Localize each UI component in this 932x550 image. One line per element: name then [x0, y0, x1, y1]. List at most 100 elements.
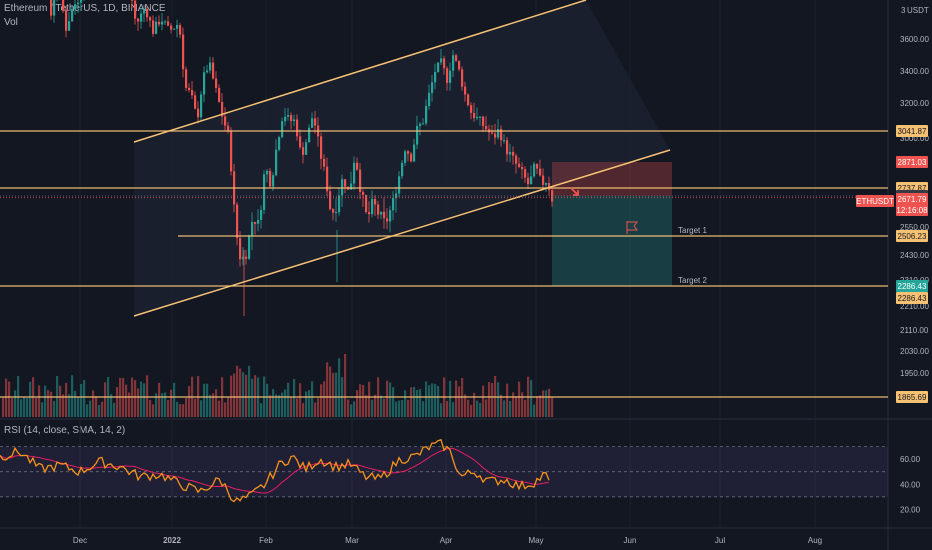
volume-bar: [428, 385, 431, 417]
candle-body: [206, 70, 209, 73]
volume-bar: [386, 380, 389, 417]
candle-body: [362, 192, 365, 195]
volume-bar: [452, 402, 455, 417]
rsi-legend[interactable]: RSI (14, close, SMA, 14, 2): [4, 425, 126, 436]
volume-bar: [455, 380, 458, 417]
candle-body: [479, 116, 482, 118]
volume-bar: [383, 398, 386, 417]
candle-body: [77, 2, 80, 5]
currency-button: USDT: [907, 6, 929, 15]
channel-background: [134, 0, 670, 316]
volume-bar: [236, 365, 239, 417]
flag-icon: [626, 221, 638, 234]
volume-bar: [368, 381, 371, 417]
price-tick-label: 3600.00: [900, 35, 929, 44]
volume-bars: [2, 353, 554, 417]
price-tag-bg: [896, 230, 928, 242]
volume-bar: [95, 396, 98, 417]
volume-bar: [116, 386, 119, 417]
candle-body: [314, 118, 317, 126]
volume-bar: [302, 402, 305, 417]
volume-bar: [425, 381, 428, 417]
volume-bar: [449, 380, 452, 417]
volume-bar: [179, 404, 182, 417]
volume-bar: [266, 383, 269, 417]
volume-bar: [515, 396, 518, 417]
candle-body: [287, 115, 290, 117]
volume-bar: [362, 385, 365, 417]
candle-body: [191, 90, 194, 96]
candle-body: [473, 112, 476, 119]
price-tag: 2671.79: [898, 195, 927, 204]
candle-body: [182, 34, 185, 70]
volume-bar: [467, 399, 470, 417]
volume-bar: [521, 392, 524, 417]
candle-body: [284, 116, 287, 122]
candle-body: [254, 221, 257, 224]
volume-bar: [332, 372, 335, 417]
candle-body: [482, 116, 485, 126]
volume-bar: [203, 383, 206, 417]
volume-bar: [125, 384, 128, 417]
volume-bar: [146, 375, 149, 417]
volume-bar: [389, 382, 392, 417]
candle-body: [299, 136, 302, 148]
candle-body: [227, 125, 230, 131]
candle-body: [140, 13, 143, 22]
candle-body: [257, 219, 260, 224]
volume-bar: [155, 393, 158, 417]
candle-body: [455, 55, 458, 61]
candle-body: [161, 21, 164, 25]
target-2-label: Target 2: [678, 276, 707, 285]
candle-body: [320, 136, 323, 159]
volume-bar: [335, 372, 338, 417]
price-tag-bg: [896, 280, 928, 292]
volume-bar: [194, 398, 197, 417]
time-axis-label: Jul: [715, 536, 725, 545]
volume-bar: [404, 390, 407, 417]
time-axis-label: Feb: [259, 536, 273, 545]
candle-body: [62, 0, 65, 10]
volume-bar: [269, 395, 272, 417]
candle-body: [197, 108, 200, 118]
candle-body: [407, 151, 410, 154]
volume-legend[interactable]: Vol: [4, 17, 18, 28]
candle-body: [137, 18, 140, 22]
candle-body: [521, 166, 524, 170]
volume-bar: [539, 395, 542, 417]
volume-bar: [50, 391, 53, 417]
candle-body: [428, 92, 431, 106]
volume-bar: [101, 401, 104, 417]
volume-bar: [59, 385, 62, 417]
candle-body: [329, 191, 332, 210]
volume-bar: [371, 399, 374, 417]
volume-bar: [530, 380, 533, 417]
volume-bar: [536, 396, 539, 417]
candle-body: [164, 21, 167, 23]
candle-body: [323, 158, 326, 167]
volume-bar: [518, 381, 521, 417]
volume-bar: [215, 389, 218, 417]
time-axis-label: 2022: [163, 536, 181, 545]
price-tick-label: 2210.00: [900, 302, 929, 311]
price-tag-bg: [896, 193, 928, 205]
candle-body: [263, 174, 266, 210]
price-tag: 2737.87: [898, 184, 927, 193]
volume-bar: [5, 378, 8, 417]
volume-bar: [158, 382, 161, 417]
candle-body: [293, 119, 296, 122]
candle-body: [542, 175, 545, 185]
candle-body: [512, 152, 515, 156]
time-axis-label: Aug: [808, 536, 822, 545]
volume-bar: [272, 389, 275, 417]
candle-body: [305, 142, 308, 155]
candle-body: [68, 21, 71, 31]
symbol-legend[interactable]: Ethereum / TetherUS, 1D, BINANCE: [4, 3, 166, 14]
volume-bar: [200, 400, 203, 417]
volume-bar: [392, 387, 395, 417]
volume-bar: [323, 381, 326, 417]
volume-bar: [212, 393, 215, 417]
channel-lower-line: [133, 149, 671, 317]
candle-body: [332, 209, 335, 213]
